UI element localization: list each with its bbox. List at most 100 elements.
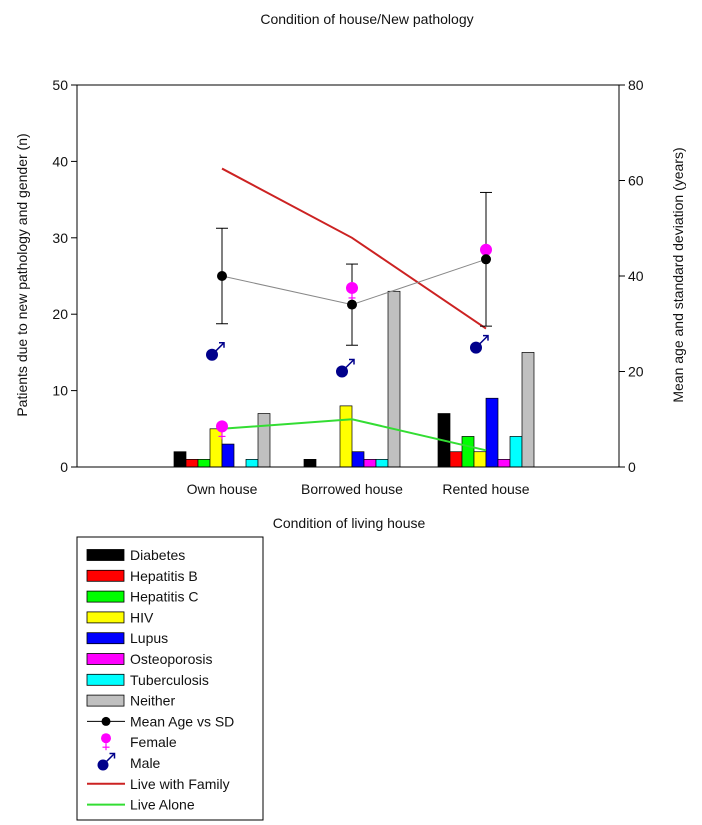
legend-label: Tuberculosis <box>130 672 209 688</box>
legend-item-diabetes: Diabetes <box>86 547 185 563</box>
bar-tuberculosis <box>509 436 523 468</box>
x-tick-label: Own house <box>187 481 258 497</box>
male-arrowhead <box>219 342 225 348</box>
male-dot <box>470 341 482 354</box>
legend-label: Lupus <box>130 630 168 646</box>
legend-label: Hepatitis C <box>130 589 198 605</box>
y2-tick-label: 20 <box>628 364 644 380</box>
legend-item-hiv: HIV <box>86 609 154 625</box>
mean-age-point <box>481 254 491 265</box>
bar-osteoporosis <box>363 459 377 468</box>
mean-age-point <box>217 271 227 281</box>
bar-lupus <box>351 451 365 468</box>
legend-item-osteoporosis: Osteoporosis <box>86 651 212 667</box>
female-dot <box>101 733 111 744</box>
y-tick-label: 30 <box>52 230 68 246</box>
male-dot <box>206 348 218 361</box>
bar-hiv <box>339 405 353 468</box>
legend-item-hepatitis-b: Hepatitis B <box>86 568 198 584</box>
male-dot <box>97 759 109 771</box>
bar-osteoporosis <box>497 459 511 468</box>
bar-hepatitis-c <box>197 459 211 468</box>
bar-lupus <box>221 443 235 468</box>
legend-label: Hepatitis B <box>130 568 198 584</box>
y-tick-label: 40 <box>52 153 68 169</box>
legend-item-mean-age-vs-sd: Mean Age vs SD <box>87 713 234 729</box>
bar-hiv <box>209 428 223 468</box>
y-axis-title: Patients due to new pathology and gender… <box>14 133 30 416</box>
line-group <box>221 167 487 452</box>
legend-swatch <box>86 549 125 561</box>
male-arrow <box>345 358 355 369</box>
y2-tick-label: 80 <box>628 77 644 93</box>
legend-swatch <box>86 590 125 603</box>
legend-label: Mean Age vs SD <box>130 713 234 729</box>
bar-hiv <box>473 451 487 468</box>
male-arrowhead <box>483 334 489 341</box>
y2-tick-label: 40 <box>628 268 644 284</box>
y2-axis-title: Mean age and standard deviation (years) <box>670 147 686 402</box>
legend-swatch <box>86 653 125 665</box>
legend-marker <box>101 716 111 726</box>
legend-item-neither: Neither <box>86 693 175 709</box>
female-icon <box>101 733 111 751</box>
legend: Diabetes Hepatitis B Hepatitis C HIV Lupus Os… <box>76 536 264 821</box>
y2-tick-label: 0 <box>628 459 636 475</box>
y-tick-label: 0 <box>60 459 68 475</box>
y-tick-label: 10 <box>52 383 68 399</box>
y-axis-right: 0 20 40 60 80 <box>619 77 644 475</box>
legend-label: Live Alone <box>130 797 195 813</box>
legend-label: Live with Family <box>130 776 230 792</box>
y-tick-label: 50 <box>52 77 68 93</box>
legend-item-male: Male <box>97 752 161 771</box>
legend-swatch <box>86 611 125 624</box>
female-dot <box>346 281 358 294</box>
bar-hepatitis-b <box>449 451 463 468</box>
y2-tick-label: 60 <box>628 173 644 189</box>
legend-item-hepatitis-c: Hepatitis C <box>86 589 198 605</box>
female-dot <box>480 243 492 256</box>
legend-label: Male <box>130 755 161 771</box>
male-dot <box>336 365 348 378</box>
legend-swatch <box>86 673 125 686</box>
legend-label: Osteoporosis <box>130 651 212 667</box>
male-icon <box>206 342 225 361</box>
legend-item-female: Female <box>101 733 177 751</box>
bar-tuberculosis <box>375 459 389 468</box>
bar-neither <box>257 413 271 468</box>
male-arrowhead <box>109 752 116 759</box>
x-tick-label: Rented house <box>442 481 529 497</box>
bar-group <box>173 290 535 468</box>
male-icon <box>97 752 116 771</box>
bar-lupus <box>485 397 499 468</box>
legend-label: Female <box>130 734 177 750</box>
bar-hepatitis-c <box>461 436 475 468</box>
marker-group <box>206 191 492 440</box>
male-icon <box>470 334 489 354</box>
female-icon <box>216 420 228 440</box>
bar-neither <box>521 352 535 468</box>
male-arrow <box>479 335 489 345</box>
mean-age-point <box>347 299 357 310</box>
legend-swatch <box>86 569 125 582</box>
legend-item-lupus: Lupus <box>86 630 168 646</box>
legend-label: Neither <box>130 693 175 709</box>
legend-swatch <box>86 632 125 645</box>
female-icon <box>346 281 358 301</box>
bar-neither <box>387 290 401 468</box>
x-axis-title: Condition of living house <box>273 515 426 531</box>
x-axis: Own house Borrowed house Rented house <box>187 481 530 497</box>
bar-tuberculosis <box>245 459 259 468</box>
male-arrow <box>105 752 116 763</box>
legend-swatch <box>86 694 125 707</box>
chart-title: Condition of house/New pathology <box>260 11 473 27</box>
legend-label: Diabetes <box>130 547 185 563</box>
male-icon <box>336 358 355 378</box>
bar-diabetes <box>173 451 187 468</box>
line-live-with-family <box>221 167 487 330</box>
bar-hepatitis-b <box>185 459 199 468</box>
male-arrowhead <box>349 358 355 365</box>
y-tick-label: 20 <box>52 306 68 322</box>
line-live-alone <box>221 418 487 452</box>
